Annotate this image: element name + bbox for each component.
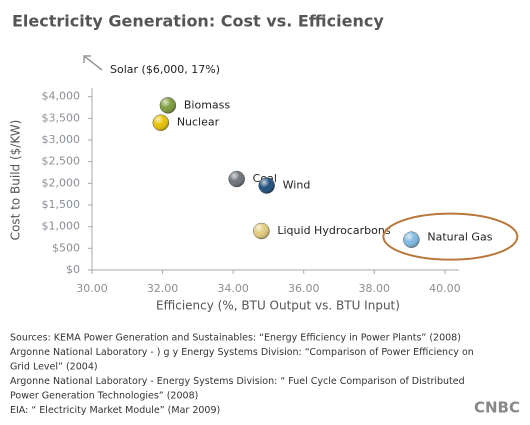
point-shine bbox=[152, 114, 169, 131]
y-tick-label: $1,500 bbox=[42, 198, 81, 211]
x-tick-label: 34.00 bbox=[217, 282, 249, 295]
x-tick-label: 38.00 bbox=[359, 282, 391, 295]
y-tick-label: $4,000 bbox=[42, 90, 81, 103]
source-line: Argonne National Laboratory - Energy Sys… bbox=[10, 376, 465, 387]
sources: Sources: KEMA Power Generation and Susta… bbox=[10, 333, 474, 417]
x-tick-label: 30.00 bbox=[76, 282, 108, 295]
point-label: Natural Gas bbox=[427, 231, 492, 244]
annotation-arrow bbox=[83, 55, 103, 71]
point-shine bbox=[228, 171, 245, 187]
highlight bbox=[382, 212, 519, 261]
annotation: Solar ($6,000, 17%) bbox=[110, 63, 220, 76]
source-line: Grid Level” (2004) bbox=[10, 362, 98, 373]
y-tick-label: $500 bbox=[52, 241, 80, 254]
y-tick-label: $2,000 bbox=[42, 176, 81, 189]
source-line: Argonne National Laboratory - ) g y Ener… bbox=[10, 347, 474, 358]
y-tick-label: $1,000 bbox=[42, 220, 81, 233]
x-axis-label: Efficiency (%, BTU Output vs. BTU Input) bbox=[156, 299, 400, 313]
point-shine bbox=[159, 97, 176, 114]
x-tick-label: 36.00 bbox=[288, 282, 320, 295]
annotation-arrowhead bbox=[83, 55, 91, 63]
x-tick-label: 32.00 bbox=[147, 282, 179, 295]
source-line: EIA: “ Electricity Market Module” (Mar 2… bbox=[10, 405, 220, 416]
logo: CNBC bbox=[474, 399, 520, 417]
point-label: Liquid Hydrocarbons bbox=[277, 224, 390, 237]
source-line: Power Generation Technologies” (2008) bbox=[10, 391, 198, 402]
point-shine bbox=[253, 223, 270, 239]
point-label: Biomass bbox=[184, 98, 231, 111]
y-tick-label: $3,000 bbox=[42, 133, 81, 146]
point-shine bbox=[403, 231, 420, 248]
point-label: Wind bbox=[283, 179, 311, 192]
x-tick-label: 40.00 bbox=[429, 282, 461, 295]
source-line: Sources: KEMA Power Generation and Susta… bbox=[10, 333, 461, 344]
y-tick-label: $3,500 bbox=[42, 111, 81, 124]
y-axis-label: Cost to Build ($/KW) bbox=[9, 120, 23, 241]
y-tick-label: $0 bbox=[66, 263, 80, 276]
point-shine bbox=[258, 177, 275, 194]
chart-title: Electricity Generation: Cost vs. Efficie… bbox=[12, 12, 384, 31]
point-label: Nuclear bbox=[177, 116, 220, 129]
y-tick-label: $2,500 bbox=[42, 155, 81, 168]
